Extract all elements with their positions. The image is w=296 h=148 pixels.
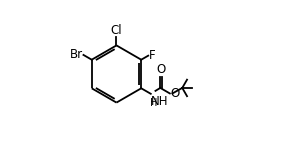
Text: H: H: [150, 98, 157, 108]
Text: Br: Br: [70, 48, 83, 61]
Text: Cl: Cl: [111, 24, 122, 37]
Text: F: F: [149, 49, 156, 62]
Text: NH: NH: [151, 95, 169, 108]
Text: O: O: [157, 63, 166, 76]
Text: O: O: [171, 87, 180, 100]
